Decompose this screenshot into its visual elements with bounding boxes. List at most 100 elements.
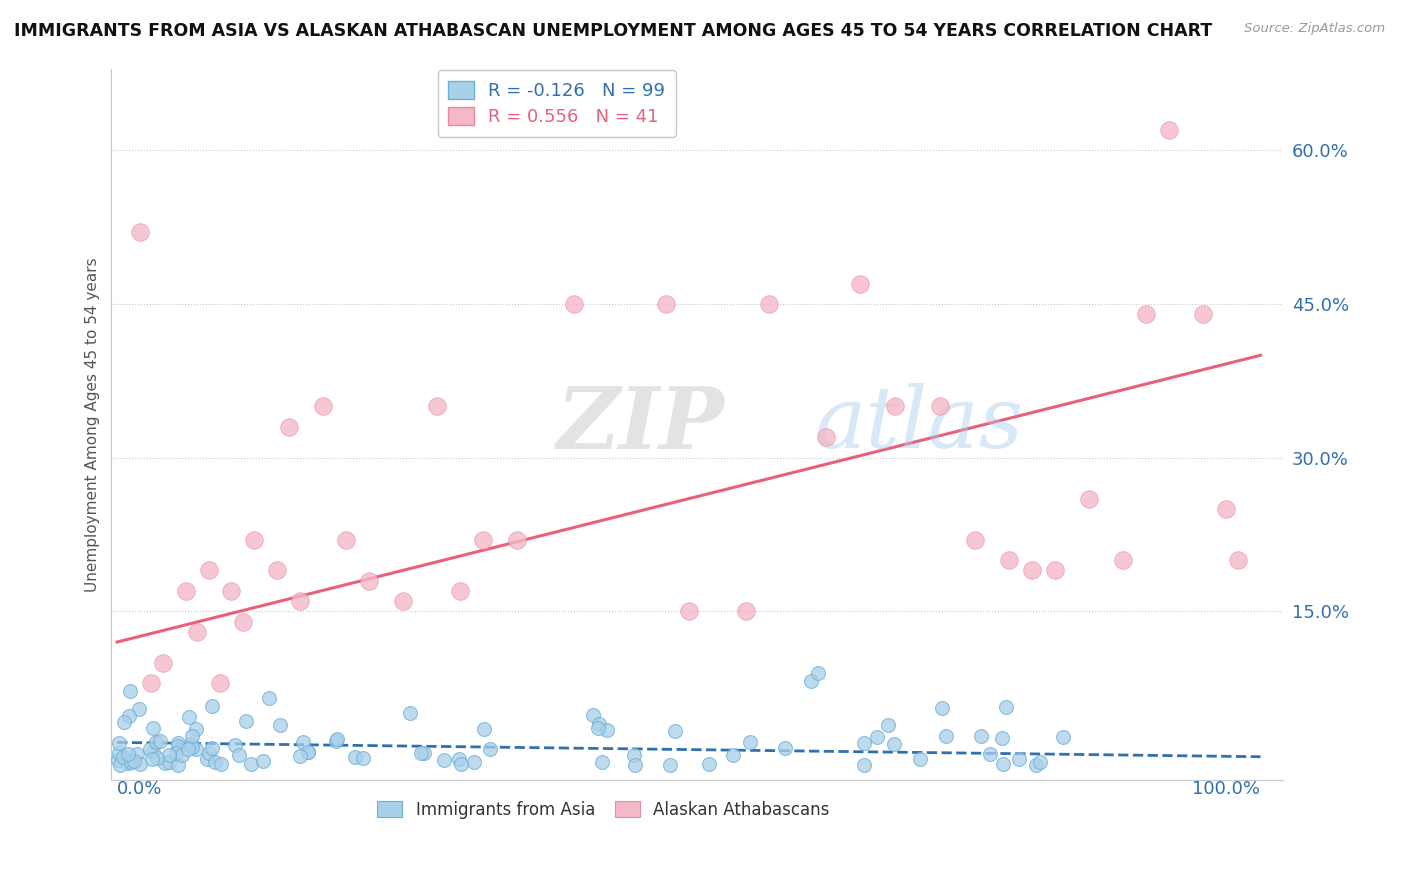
Point [991, 731, 1014, 746]
Point [723, 748, 745, 763]
Point [876, 718, 898, 732]
Point [588, 716, 610, 731]
Point [357, 574, 380, 588]
Point [157, 747, 180, 762]
Point [596, 723, 619, 737]
Point [624, 757, 647, 772]
Point [1157, 123, 1180, 137]
Point [228, 748, 250, 763]
Point [224, 739, 246, 753]
Point [257, 691, 280, 706]
Text: IMMIGRANTS FROM ASIA VS ALASKAN ATHABASCAN UNEMPLOYMENT AMONG AGES 45 TO 54 YEAR: IMMIGRANTS FROM ASIA VS ALASKAN ATHABASC… [14, 22, 1212, 40]
Point [166, 739, 188, 753]
Point [111, 749, 134, 764]
Point [472, 533, 495, 547]
Point [177, 741, 200, 756]
Point [335, 533, 357, 547]
Point [472, 723, 495, 737]
Point [591, 755, 613, 769]
Point [325, 733, 347, 747]
Point [658, 757, 681, 772]
Point [623, 748, 645, 763]
Point [120, 755, 142, 769]
Text: 100.0%: 100.0% [1192, 780, 1261, 797]
Point [146, 751, 169, 765]
Point [120, 684, 142, 698]
Point [107, 736, 129, 750]
Point [738, 735, 761, 749]
Point [664, 724, 686, 739]
Point [588, 721, 610, 735]
Point [344, 749, 367, 764]
Point [166, 736, 188, 750]
Point [107, 746, 129, 760]
Point [129, 226, 152, 240]
Point [1025, 758, 1047, 772]
Text: Source: ZipAtlas.com: Source: ZipAtlas.com [1244, 22, 1385, 36]
Point [297, 745, 319, 759]
Point [450, 756, 472, 771]
Point [184, 742, 207, 756]
Point [239, 757, 262, 772]
Point [297, 745, 319, 759]
Point [243, 533, 266, 547]
Point [426, 400, 449, 414]
Point [180, 729, 202, 743]
Point [153, 756, 176, 771]
Point [157, 755, 180, 769]
Point [292, 735, 315, 749]
Point [1135, 307, 1157, 321]
Point [807, 665, 830, 680]
Point [209, 757, 232, 772]
Point [1021, 563, 1043, 577]
Point [998, 553, 1021, 567]
Point [883, 400, 905, 414]
Point [991, 756, 1014, 771]
Point [252, 754, 274, 768]
Point [142, 745, 165, 759]
Point [969, 729, 991, 743]
Point [1078, 491, 1101, 506]
Point [883, 738, 905, 752]
Point [174, 583, 197, 598]
Point [910, 752, 932, 766]
Point [122, 755, 145, 769]
Point [853, 757, 876, 772]
Point [232, 615, 254, 629]
Point [198, 747, 221, 761]
Point [277, 420, 299, 434]
Point [582, 708, 605, 723]
Point [142, 721, 165, 735]
Point [167, 757, 190, 772]
Point [141, 676, 163, 690]
Point [117, 747, 139, 761]
Point [1052, 730, 1074, 744]
Point [201, 698, 224, 713]
Point [931, 701, 953, 715]
Point [775, 740, 797, 755]
Point [800, 674, 823, 689]
Point [433, 753, 456, 767]
Point [117, 756, 139, 770]
Point [208, 676, 231, 690]
Point [935, 729, 957, 743]
Point [266, 563, 288, 577]
Point [929, 400, 952, 414]
Point [107, 753, 129, 767]
Point [152, 656, 174, 670]
Point [866, 731, 889, 745]
Point [352, 751, 374, 765]
Point [963, 533, 986, 547]
Point [849, 277, 872, 291]
Point [1029, 755, 1052, 769]
Point [411, 746, 433, 760]
Point [145, 734, 167, 748]
Point [288, 749, 311, 764]
Point [1112, 553, 1135, 567]
Point [814, 430, 837, 444]
Point [463, 755, 485, 769]
Point [655, 297, 678, 311]
Point [447, 752, 470, 766]
Point [184, 722, 207, 736]
Point [112, 715, 135, 730]
